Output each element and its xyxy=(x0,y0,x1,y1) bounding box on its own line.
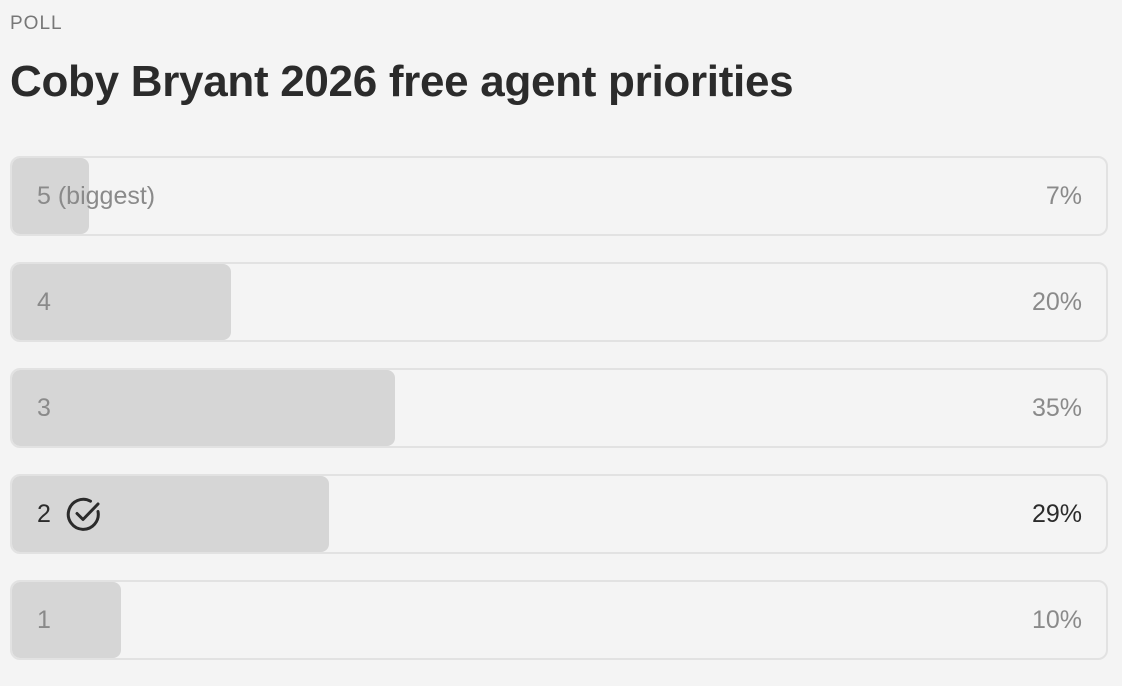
poll-option-label-wrap: 3 xyxy=(37,370,51,446)
poll-option-fill xyxy=(12,158,89,234)
poll-option-percent: 29% xyxy=(1031,499,1082,528)
poll-kicker: POLL xyxy=(10,13,63,34)
poll-option-percent: 10% xyxy=(1031,605,1082,634)
poll-option-2[interactable]: 2 29% xyxy=(10,474,1108,554)
poll-option-percent: 7% xyxy=(1045,181,1082,210)
poll-option-label: 5 (biggest) xyxy=(37,181,156,210)
poll-options: 5 (biggest) 7% 4 20% 3 35% 2 29% xyxy=(10,156,1108,686)
poll-option-label: 3 xyxy=(37,393,51,422)
check-circle-icon xyxy=(65,495,103,533)
poll-option-fill xyxy=(12,582,122,658)
poll-option-label-wrap: 4 xyxy=(37,264,51,340)
poll-option-fill xyxy=(12,264,231,340)
poll-title: Coby Bryant 2026 free agent priorities xyxy=(10,57,794,106)
poll-option-fill xyxy=(12,370,395,446)
poll-option-fill xyxy=(12,476,330,552)
poll-option-4[interactable]: 4 20% xyxy=(10,262,1108,342)
poll-option-label-wrap: 5 (biggest) xyxy=(37,158,155,234)
poll-option-label-wrap: 1 xyxy=(37,582,51,658)
poll-option-5[interactable]: 5 (biggest) 7% xyxy=(10,156,1108,236)
poll-option-1[interactable]: 1 10% xyxy=(10,580,1108,660)
poll-option-label: 4 xyxy=(37,287,51,316)
poll-option-percent: 35% xyxy=(1031,393,1082,422)
poll-option-label-wrap: 2 xyxy=(37,476,103,552)
poll-option-label: 1 xyxy=(37,605,51,634)
poll-option-label: 2 xyxy=(37,499,51,528)
poll-option-3[interactable]: 3 35% xyxy=(10,368,1108,448)
poll-option-percent: 20% xyxy=(1031,287,1082,316)
